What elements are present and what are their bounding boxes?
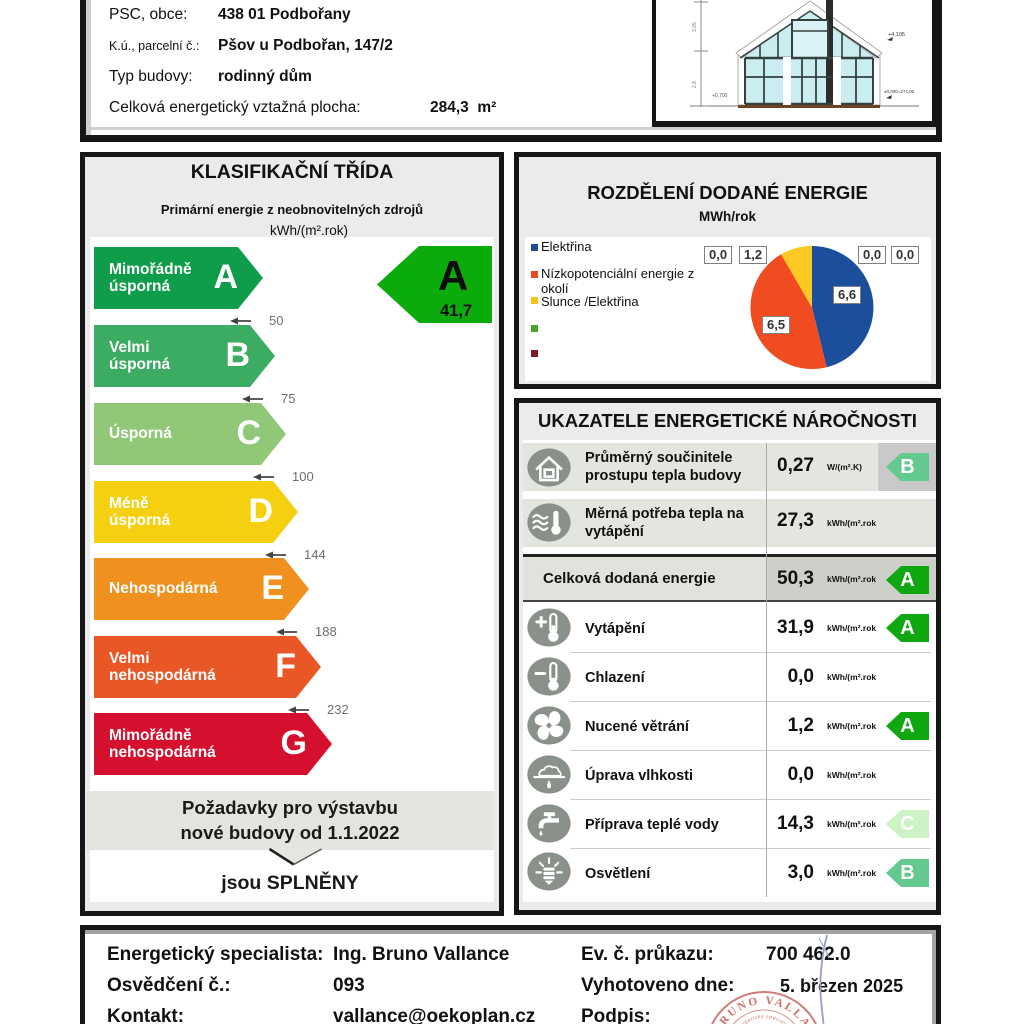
- svg-text:3,05: 3,05: [692, 22, 698, 32]
- svg-text:+0,700: +0,700: [712, 93, 728, 99]
- svg-text:energetický specialista: energetický specialista: [734, 1014, 795, 1024]
- svg-text:+4,105: +4,105: [888, 32, 905, 38]
- svg-text:2,8: 2,8: [692, 81, 698, 88]
- svg-text:±0,000=274,00: ±0,000=274,00: [884, 89, 915, 94]
